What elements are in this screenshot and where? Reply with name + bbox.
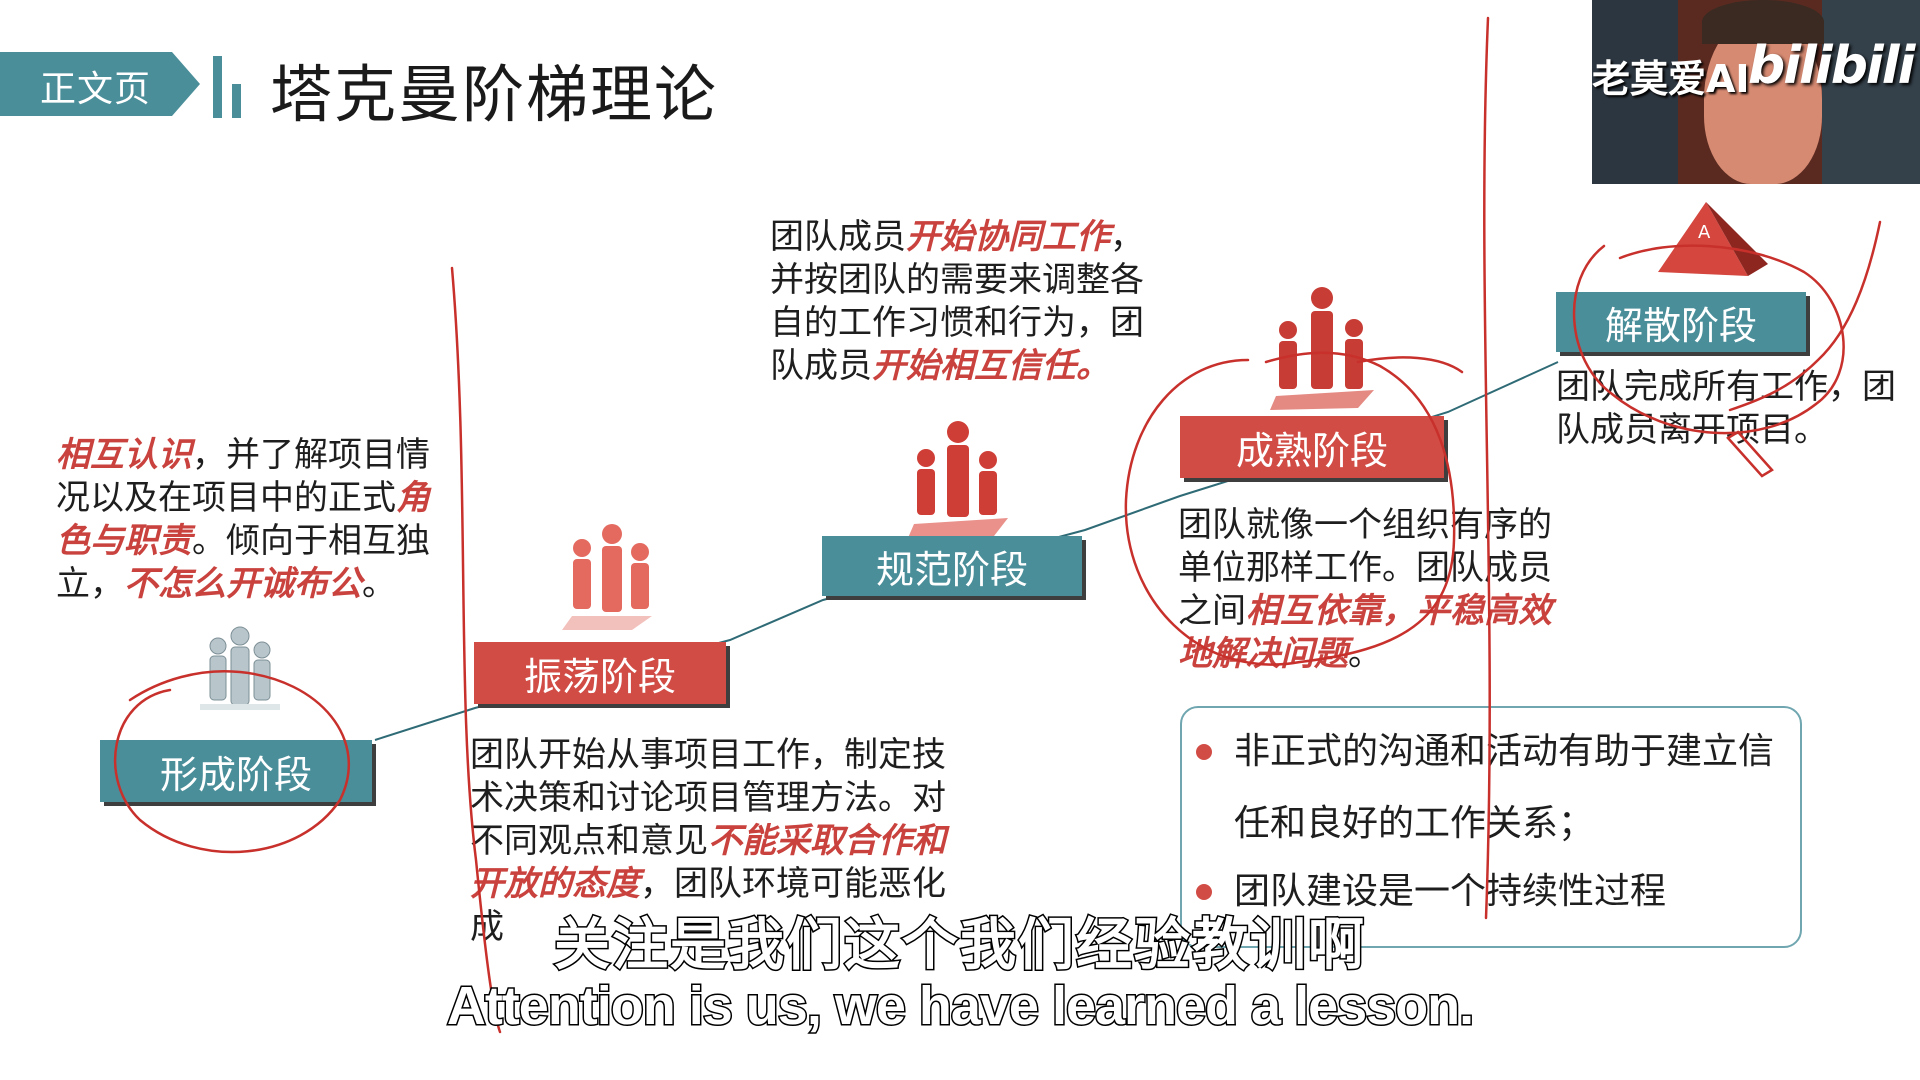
emphasis-text: 开始相互信任。 <box>872 346 1110 386</box>
norming-description: 团队成员开始协同工作，并按团队的需要来调整各自的工作习惯和行为，团队成员开始相互… <box>770 216 1170 388</box>
body-text: 团队开始从事项目工作，制定技术决策和讨论项目管理方法。对不同观点和意见 <box>470 735 946 861</box>
page-title: 塔克曼阶梯理论 <box>270 58 719 131</box>
people-icon-forming <box>200 626 280 710</box>
stage-forming-label: 形成阶段 <box>159 752 312 797</box>
bullet-dot-1 <box>1196 744 1212 760</box>
stage-adjourning-label: 解散阶段 <box>1604 303 1757 348</box>
emphasis-text: 开始协同工作 <box>906 217 1110 257</box>
subtitle-english: Attention is us, we have learned a lesso… <box>445 975 1475 1038</box>
stage-adjourning-box: 解散阶段 <box>1556 292 1806 352</box>
subtitle-chinese: 关注是我们这个我们经验教训啊 <box>553 912 1366 980</box>
emphasis-text: 不怎么开诚布公 <box>124 564 362 604</box>
bookshelf-right <box>1822 0 1920 184</box>
body-text: 。 <box>1348 634 1382 674</box>
forming-description: 相互认识，并了解项目情况以及在项目中的正式角色与职责。倾向于相互独立，不怎么开诚… <box>56 434 462 606</box>
stage-performing-label: 成熟阶段 <box>1235 428 1388 473</box>
stage-storming-box: 振荡阶段 <box>474 642 726 704</box>
stage-storming-label: 振荡阶段 <box>523 654 676 699</box>
stage-norming-box: 规范阶段 <box>822 536 1082 596</box>
body-text: 。 <box>362 564 396 604</box>
bookshelf-left <box>1592 0 1678 184</box>
channel-name: 老莫爱AI <box>1592 57 1750 101</box>
performing-description: 团队就像一个组织有序的单位那样工作。团队成员之间相互依靠，平稳高效地解决问题。 <box>1178 504 1554 676</box>
stage-performing-box: 成熟阶段 <box>1180 416 1444 478</box>
people-icon-performing <box>1270 287 1374 410</box>
people-icon-storming <box>562 524 652 630</box>
key-point-2: 团队建设是一个持续性过程 <box>1234 871 1667 912</box>
body-text: 团队完成所有工作，团队成员离开项目。 <box>1556 367 1896 450</box>
body-text: 团队成员 <box>770 217 906 257</box>
pyramid-icon-adjourning: A <box>1658 202 1768 276</box>
section-tag-shape <box>0 52 200 116</box>
title-accent-bar-2 <box>232 84 241 118</box>
body-text: ，并了解项目情况以及在项目中的正式 <box>56 435 430 518</box>
bullet-dot-2 <box>1196 884 1212 900</box>
bilibili-logo: bilibili <box>1748 36 1915 96</box>
section-tag-label: 正文页 <box>40 69 152 110</box>
storming-description: 团队开始从事项目工作，制定技术决策和讨论项目管理方法。对不同观点和意见不能采取合… <box>470 734 966 950</box>
body-text: ，并按团队的需要来调整各自的工作习惯和行为，团队成员 <box>770 217 1144 386</box>
key-point-1: 非正式的沟通和活动有助于建立信任和良好的工作关系； <box>1234 731 1775 844</box>
adjourning-description: 团队完成所有工作，团队成员离开项目。 <box>1556 366 1896 452</box>
emphasis-text: 相互认识 <box>56 435 192 475</box>
stage-norming-label: 规范阶段 <box>875 547 1028 592</box>
stage-forming-box: 形成阶段 <box>100 740 372 802</box>
presenter-hair <box>1702 0 1824 44</box>
body-text: 。倾向于相互独立， <box>56 521 430 604</box>
people-icon-norming <box>908 421 1008 538</box>
emphasis-text: 角色与职责 <box>56 478 430 561</box>
svg-text:A: A <box>1698 222 1711 243</box>
body-text: ，团队环境可能恶化成 <box>470 864 946 947</box>
key-points-box: 非正式的沟通和活动有助于建立信任和良好的工作关系； 团队建设是一个持续性过程 <box>1180 706 1802 948</box>
title-accent-bar-1 <box>213 56 222 118</box>
webcam-feed <box>1592 0 1920 184</box>
